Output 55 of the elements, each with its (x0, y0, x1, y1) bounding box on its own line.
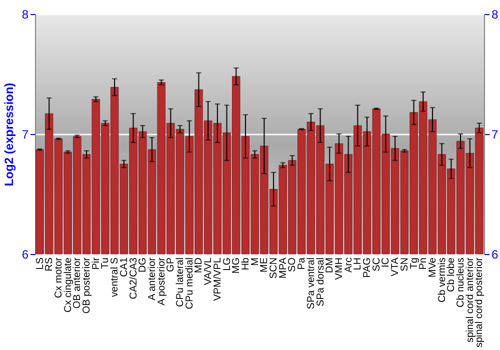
x-tick-label: spinal cord anterior (464, 256, 476, 343)
x-tick-label: spinal cord posterior (474, 256, 486, 348)
x-tick-label: IC (380, 258, 392, 268)
y2-tick-label: 6 (492, 248, 498, 262)
y-tick-label: 8 (22, 8, 29, 22)
x-tick-label: OB posterior (82, 256, 93, 314)
x-tick-label: OB anterior (72, 256, 84, 309)
x-tick-label: Pir (90, 256, 102, 270)
x-tick-label: Arc (343, 258, 354, 272)
x-tick-label: CPu lateral (175, 258, 186, 307)
x-tick-label: A posterior (156, 256, 168, 306)
x-tick-label: DG (138, 257, 149, 272)
x-tick-label: MG (231, 257, 242, 274)
x-tick-label: LG (222, 257, 233, 271)
y-tick-label: 6 (22, 248, 29, 262)
x-tick-label: VMH (334, 258, 345, 280)
x-tick-label: SO (287, 257, 298, 272)
y2-tick-label: 8 (492, 8, 498, 22)
x-tick-label: Cx motor (53, 256, 64, 298)
x-tick-label: Cb lobe (446, 257, 458, 292)
x-tick-label: ventral S (110, 257, 121, 297)
y-axis-title: Log2 (expression) (2, 82, 16, 186)
x-tick-label: SCN (268, 258, 280, 279)
x-tick-label: RS (44, 257, 56, 272)
x-tick-label: VPM/VPL (212, 257, 224, 301)
x-tick-label: Cb nucleus (456, 258, 467, 308)
x-tick-label: LS (34, 257, 46, 270)
y-tick-label: 7 (22, 128, 29, 142)
x-tick-label: GP (166, 257, 177, 272)
x-tick-label: Pa (296, 257, 308, 270)
x-tick-label: SPa dorsal (315, 258, 326, 306)
x-tick-label: Pn (418, 258, 430, 270)
x-tick-label: CPu medial (184, 258, 196, 310)
x-tick-label: Tu (100, 258, 112, 269)
x-tick-label: LH (352, 258, 364, 270)
x-tick-label: PAG (362, 257, 374, 278)
x-tick-label: MD (194, 258, 205, 274)
x-tick-label: A anterior (146, 256, 158, 300)
x-tick-label: SC (371, 258, 382, 272)
x-tick-label: VA/VL (203, 257, 214, 286)
x-tick-label: VTA (390, 257, 402, 276)
x-tick-label: MVe (427, 257, 438, 278)
x-tick-label: CA2/CA3 (128, 257, 140, 300)
x-tick-label: Cb vermis (436, 258, 448, 303)
x-tick-label: Hb (240, 257, 252, 270)
x-tick-label: CA1 (118, 257, 130, 277)
x-tick-label: DM (324, 258, 336, 274)
x-tick-label: SN (399, 258, 410, 272)
x-tick-label: M (250, 258, 261, 266)
x-tick-label: ME (259, 257, 270, 272)
x-tick-label: Tg (408, 258, 420, 270)
x-tick-label: Cx cingulate (62, 257, 74, 313)
x-tick-label: MPA (278, 257, 289, 278)
y2-tick-label: 7 (492, 128, 498, 142)
x-tick-label: SPa ventral (306, 258, 317, 310)
